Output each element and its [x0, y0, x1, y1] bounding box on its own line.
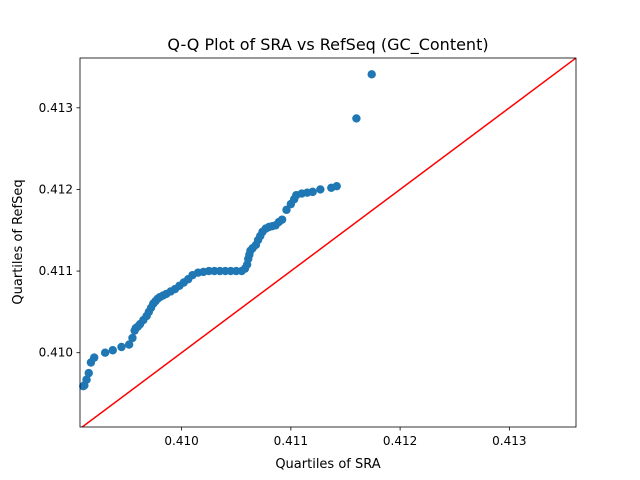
data-point: [332, 181, 341, 191]
data-point: [124, 340, 134, 349]
axes-frame: [79, 57, 577, 428]
data-point: [316, 185, 325, 194]
data-point: [277, 215, 287, 224]
x-tick-label: 0.410: [164, 434, 198, 448]
y-axis-label: Quartiles of RefSeq: [11, 179, 26, 304]
data-point: [282, 205, 291, 215]
data-point: [352, 114, 361, 123]
y-tick-label: 0.412: [39, 182, 73, 196]
data-point: [90, 353, 99, 362]
data-point: [117, 342, 126, 352]
y-tick-label: 0.413: [39, 101, 73, 115]
y-tick-label: 0.410: [39, 346, 73, 360]
reference-line: [80, 58, 576, 427]
data-point: [308, 187, 317, 197]
chart-title: Q-Q Plot of SRA vs RefSeq (GC_Content): [167, 35, 488, 55]
plot-area: [79, 57, 577, 428]
x-tick-label: 0.411: [274, 434, 308, 448]
data-point: [128, 333, 137, 343]
y-tick-label: 0.411: [39, 264, 73, 278]
x-tick-label: 0.412: [383, 434, 417, 448]
data-point: [367, 70, 376, 79]
data-point: [84, 368, 93, 378]
data-point: [82, 375, 91, 384]
axis-ticks: 0.410 0.411 0.412 0.413 0.410 0.411 0.412 0.413: [39, 101, 527, 448]
data-point: [100, 348, 110, 357]
x-axis-label: Quartiles of SRA: [275, 457, 380, 472]
x-tick-label: 0.413: [492, 434, 526, 448]
data-point: [108, 346, 117, 355]
